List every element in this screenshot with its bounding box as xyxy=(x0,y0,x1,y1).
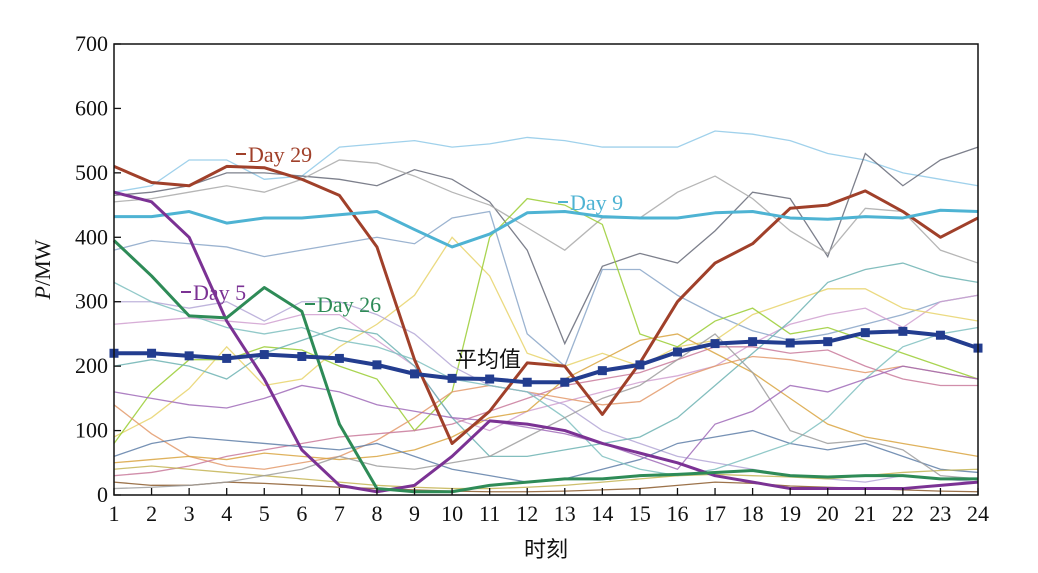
average-marker xyxy=(672,347,682,357)
x-tick-label: 8 xyxy=(371,501,382,526)
average-marker xyxy=(222,353,232,363)
series-line-3 xyxy=(113,190,979,494)
series-annotation-label: Day 9 xyxy=(570,190,623,215)
x-axis-title: 时刻 xyxy=(524,537,568,562)
average-marker xyxy=(823,337,833,347)
x-tick-label: 11 xyxy=(479,501,500,526)
average-marker xyxy=(184,351,194,361)
average-marker xyxy=(334,353,344,363)
y-tick-label: 0 xyxy=(97,482,108,507)
series-line-1 xyxy=(113,164,979,445)
x-tick-label: 12 xyxy=(516,501,538,526)
background-series-line-15 xyxy=(113,281,979,477)
background-series-line-7 xyxy=(113,197,979,444)
x-tick-label: 20 xyxy=(817,501,839,526)
average-marker xyxy=(372,360,382,370)
average-marker xyxy=(785,338,795,348)
series-annotation-label: Day 29 xyxy=(248,142,312,167)
x-tick-label: 19 xyxy=(779,501,801,526)
background-series-line-9 xyxy=(113,346,978,477)
average-marker xyxy=(410,369,420,379)
x-tick-label: 16 xyxy=(666,501,688,526)
background-series-line-10 xyxy=(114,301,979,483)
x-tick-label: 6 xyxy=(296,501,307,526)
y-tick-label: 600 xyxy=(75,95,108,120)
background-series-line-8 xyxy=(113,355,979,470)
average-marker xyxy=(597,366,607,376)
background-series-line-12 xyxy=(113,333,979,464)
y-tick-label: 100 xyxy=(75,418,108,443)
series-annotation-label: Day 26 xyxy=(317,292,381,317)
background-series-line-11 xyxy=(113,262,979,457)
average-marker xyxy=(635,360,645,370)
y-axis-title: P/MW xyxy=(30,239,55,300)
x-tick-label: 21 xyxy=(854,501,876,526)
average-marker xyxy=(447,373,457,383)
y-tick-label: 200 xyxy=(75,353,108,378)
y-tick-label: 400 xyxy=(75,224,108,249)
highlighted-series-group xyxy=(112,164,979,494)
x-tick-label: 4 xyxy=(221,501,232,526)
x-tick-label: 24 xyxy=(967,501,989,526)
background-series-line-4 xyxy=(113,210,979,368)
average-marker xyxy=(935,330,945,340)
series-annotations: Day 29 Day 9 Day 5 Day 26 平均值 xyxy=(181,142,623,372)
x-tick-label: 7 xyxy=(334,501,345,526)
y-tick-label: 300 xyxy=(75,289,108,314)
x-tick-label: 15 xyxy=(629,501,651,526)
x-tick-label: 23 xyxy=(929,501,951,526)
average-marker xyxy=(522,377,532,387)
average-marker xyxy=(710,339,720,349)
x-tick-label: 13 xyxy=(554,501,576,526)
average-marker xyxy=(860,328,870,338)
x-tick-label: 3 xyxy=(184,501,195,526)
x-tick-label: 18 xyxy=(742,501,764,526)
x-tick-label: 5 xyxy=(259,501,270,526)
series-annotation-label: Day 5 xyxy=(193,280,246,305)
average-marker xyxy=(259,350,269,360)
series-line-4 xyxy=(112,239,978,494)
series-line-2 xyxy=(114,208,979,249)
background-series-line-16 xyxy=(113,465,979,490)
x-tick-label: 9 xyxy=(409,501,420,526)
x-tick-label: 1 xyxy=(109,501,120,526)
x-axis-ticks: 1 2 3 4 5 6 7 8 9 10 11 12 13 14 15 16 17 18 19 20 21 22 23 24 xyxy=(109,488,989,526)
series-annotation-label: 平均值 xyxy=(455,347,521,372)
y-axis-ticks: 0 100 200 300 400 500 600 700 xyxy=(75,31,121,507)
y-tick-label: 500 xyxy=(75,160,108,185)
background-series-group xyxy=(113,130,979,493)
average-markers-group xyxy=(109,326,983,387)
x-tick-label: 2 xyxy=(146,501,157,526)
average-marker xyxy=(297,351,307,361)
average-marker xyxy=(147,348,157,358)
x-tick-label: 22 xyxy=(892,501,914,526)
background-series-line-6 xyxy=(113,236,979,438)
background-series-line-1 xyxy=(113,130,979,193)
average-marker xyxy=(485,374,495,384)
y-tick-label: 700 xyxy=(75,31,108,56)
x-tick-label: 14 xyxy=(591,501,613,526)
background-series-line-3 xyxy=(113,159,979,264)
average-marker xyxy=(748,337,758,347)
series-line-5 xyxy=(114,329,979,385)
background-series-line-2 xyxy=(113,146,979,346)
x-tick-label: 17 xyxy=(704,501,726,526)
background-series-line-18 xyxy=(113,365,979,470)
y-axis-title-symbol: P xyxy=(30,286,55,300)
plot-frame xyxy=(113,43,979,496)
average-marker xyxy=(560,377,570,387)
average-marker xyxy=(898,326,908,336)
x-tick-label: 10 xyxy=(441,501,463,526)
y-axis-title-unit: /MW xyxy=(30,239,55,286)
background-series-line-5 xyxy=(113,294,979,432)
